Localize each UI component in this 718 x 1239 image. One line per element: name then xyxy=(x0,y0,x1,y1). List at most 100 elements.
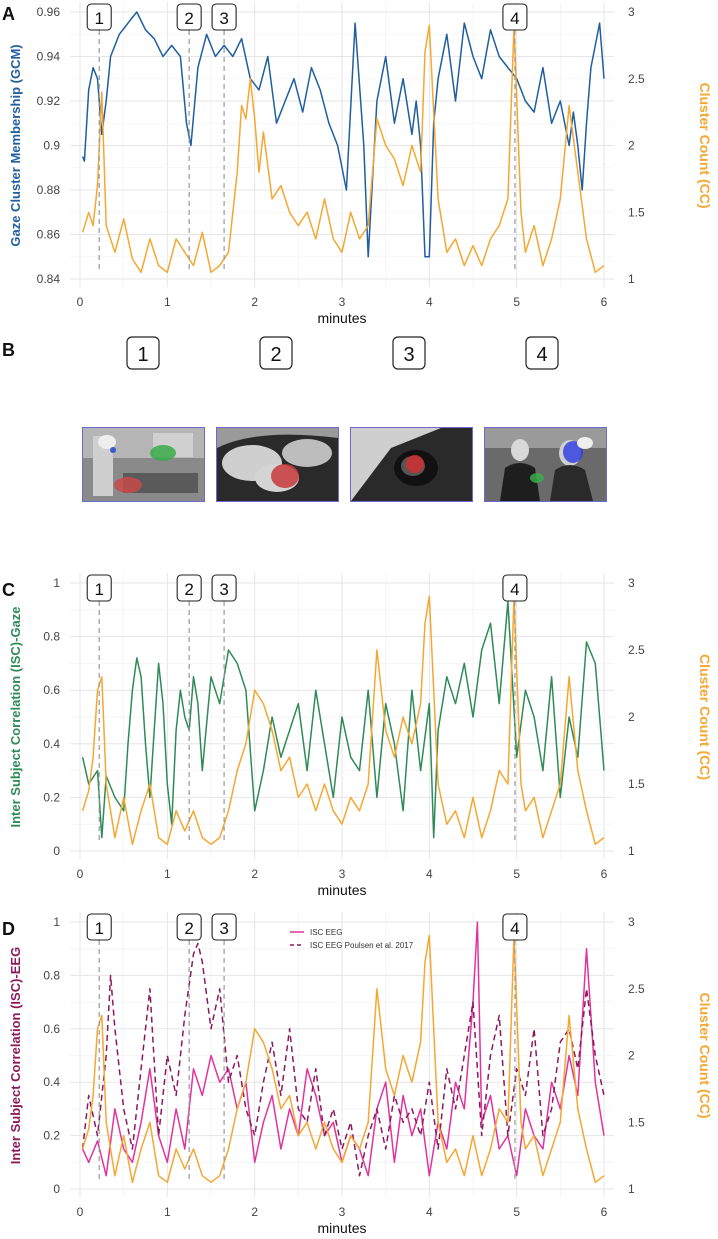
pa-xtick: 4 xyxy=(426,295,433,309)
pc-ylabel-right: Cluster Count (CC) xyxy=(697,654,713,780)
pd-event-label-3: 3 xyxy=(219,919,228,938)
pd-event-box-1 xyxy=(86,913,112,941)
pd-xtick: 0 xyxy=(77,1205,84,1219)
pc-ytick-left: 0 xyxy=(53,844,60,858)
pc-ylabel-left: Inter Subject Correlation (ISC)-Gaze xyxy=(8,606,23,827)
chart-panel-d: 0 0.2 0.4 0.6 0.8 1 1 1.5 2 2.5 3 0 1 2 3 4 5 6 minutes Int… xyxy=(8,912,713,1236)
panel-label-c: C xyxy=(2,580,15,600)
pd-ylabel-left: Inter Subject Correlation (ISC)-EEG xyxy=(8,947,23,1164)
marker-box-b4: 4 xyxy=(525,336,559,370)
pc-series-line-2 xyxy=(81,595,605,846)
panel-label-d: D xyxy=(2,919,15,939)
pc-xtick: 1 xyxy=(164,867,171,881)
pd-xtick: 5 xyxy=(513,1205,520,1219)
pa-event-label-3: 3 xyxy=(219,9,228,28)
pa-event-box-2 xyxy=(176,3,202,31)
pd-legend-label-1: ISC EEG xyxy=(310,928,342,937)
pc-event-box-3 xyxy=(211,574,237,602)
pc-event-box-2 xyxy=(176,574,202,602)
pd-ytick-right: 1.5 xyxy=(628,1115,645,1129)
pa-ytick-right: 2.5 xyxy=(628,72,645,86)
pc-event-label-2: 2 xyxy=(184,580,193,599)
pd-xtick: 6 xyxy=(601,1205,608,1219)
pa-event-box-3 xyxy=(211,3,237,31)
pd-ytick-right: 2.5 xyxy=(628,982,645,996)
pa-ytick-left: 0.96 xyxy=(37,5,61,19)
pa-ytick-left: 0.86 xyxy=(37,228,61,242)
pc-ytick-left: 0.2 xyxy=(43,790,60,804)
pc-ytick-right: 3 xyxy=(628,576,635,590)
panel-label-b: B xyxy=(2,340,15,360)
pa-event-box-1 xyxy=(86,3,112,31)
pd-ytick-right: 3 xyxy=(628,915,635,929)
video-frame-4 xyxy=(484,427,607,502)
pa-xlabel: minutes xyxy=(317,310,366,326)
pc-event-label-4: 4 xyxy=(510,580,519,599)
pd-ytick-right: 2 xyxy=(628,1049,635,1063)
pc-xtick: 6 xyxy=(601,867,608,881)
pd-series-line-2 xyxy=(81,942,605,1177)
pa-series-line-2 xyxy=(81,24,605,274)
pd-xtick: 3 xyxy=(339,1205,346,1219)
pa-event-label-1: 1 xyxy=(94,9,103,28)
chart-panel-c: 0 0.2 0.4 0.6 0.8 1 1 1.5 2 2.5 3 0 1 2 3 4 5 6 minutes Int… xyxy=(8,573,713,898)
pd-legend-label-2: ISC EEG Poulsen et al. 2017 xyxy=(310,941,414,950)
video-frame-1 xyxy=(82,427,205,502)
pa-event-label-2: 2 xyxy=(184,9,193,28)
pd-ytick-left: 1 xyxy=(53,915,60,929)
pa-xtick: 6 xyxy=(601,295,608,309)
pa-ytick-left: 0.9 xyxy=(43,139,60,153)
pa-xtick: 2 xyxy=(251,295,258,309)
pd-ytick-left: 0.6 xyxy=(43,1022,60,1036)
pd-xlabel: minutes xyxy=(317,1220,366,1236)
pc-event-box-4 xyxy=(502,574,528,602)
pd-event-label-2: 2 xyxy=(184,919,193,938)
pd-event-label-4: 4 xyxy=(510,919,519,938)
pd-ylabel-right: Cluster Count (CC) xyxy=(697,993,713,1119)
pd-ytick-left: 0.4 xyxy=(43,1075,60,1089)
pa-ytick-right: 3 xyxy=(628,5,635,19)
pc-ytick-left: 0.4 xyxy=(43,737,60,751)
marker-label-b1: 1 xyxy=(137,344,148,366)
marker-label-b4: 4 xyxy=(536,344,547,366)
pd-event-box-3 xyxy=(211,913,237,941)
pa-series-line-1 xyxy=(81,11,605,258)
chart-panel-a: 0.84 0.86 0.88 0.9 0.92 0.94 0.96 1 1.5 2 2.5 3 0 1 2 3… xyxy=(8,2,713,326)
pd-event-box-4 xyxy=(502,913,528,941)
pa-ytick-right: 1 xyxy=(628,272,635,286)
panel-b-markers: 1 2 3 4 xyxy=(126,336,559,370)
pc-ytick-right: 1 xyxy=(628,844,635,858)
pd-ytick-right: 1 xyxy=(628,1182,635,1196)
video-frame-2 xyxy=(216,427,339,502)
pc-ytick-right: 2 xyxy=(628,710,635,724)
pc-event-label-3: 3 xyxy=(219,580,228,599)
pc-xtick: 4 xyxy=(426,867,433,881)
pc-xlabel: minutes xyxy=(317,882,366,898)
pa-event-label-4: 4 xyxy=(510,9,519,28)
pd-xtick: 1 xyxy=(164,1205,171,1219)
panel-label-a: A xyxy=(2,4,15,24)
pa-ytick-left: 0.92 xyxy=(37,94,61,108)
pa-event-box-4 xyxy=(502,3,528,31)
pc-ytick-right: 2.5 xyxy=(628,643,645,657)
pa-xtick: 5 xyxy=(513,295,520,309)
pd-series-line-3 xyxy=(81,934,605,1184)
pc-xtick: 3 xyxy=(339,867,346,881)
pa-ytick-right: 2 xyxy=(628,139,635,153)
pa-ytick-right: 1.5 xyxy=(628,205,645,219)
pa-ytick-left: 0.94 xyxy=(37,50,61,64)
marker-box-b2: 2 xyxy=(259,336,293,370)
pd-ytick-left: 0 xyxy=(53,1182,60,1196)
marker-box-b3: 3 xyxy=(392,336,426,370)
pc-event-box-1 xyxy=(86,574,112,602)
pc-ytick-right: 1.5 xyxy=(628,777,645,791)
pd-xtick: 4 xyxy=(426,1205,433,1219)
pc-ytick-left: 0.6 xyxy=(43,683,60,697)
pd-event-box-2 xyxy=(176,913,202,941)
pc-event-label-1: 1 xyxy=(94,580,103,599)
pa-xtick: 1 xyxy=(164,295,171,309)
pa-ytick-left: 0.84 xyxy=(37,272,61,286)
pc-xtick: 2 xyxy=(251,867,258,881)
pd-ytick-left: 0.8 xyxy=(43,968,60,982)
